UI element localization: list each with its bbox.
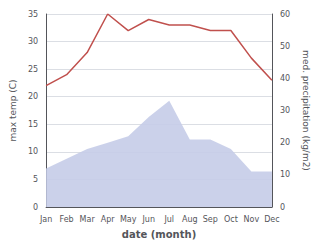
- svg-text:35: 35: [28, 10, 38, 19]
- svg-text:40: 40: [280, 74, 290, 83]
- svg-text:Jan: Jan: [39, 215, 52, 224]
- svg-text:5: 5: [33, 175, 38, 184]
- svg-text:25: 25: [28, 65, 38, 74]
- svg-text:Feb: Feb: [60, 215, 74, 224]
- svg-text:Sep: Sep: [203, 215, 218, 224]
- svg-text:Aug: Aug: [182, 215, 198, 224]
- svg-text:30: 30: [28, 37, 38, 46]
- svg-text:Jun: Jun: [141, 215, 155, 224]
- svg-text:Mar: Mar: [80, 215, 96, 224]
- svg-text:Jul: Jul: [163, 215, 174, 224]
- svg-text:20: 20: [280, 138, 290, 147]
- svg-text:10: 10: [280, 170, 290, 179]
- svg-text:med. precipitation (kg/m2): med. precipitation (kg/m2): [301, 50, 311, 171]
- svg-text:60: 60: [280, 10, 290, 19]
- svg-text:max temp (C): max temp (C): [8, 79, 18, 141]
- svg-text:May: May: [120, 215, 137, 224]
- svg-text:0: 0: [280, 203, 285, 212]
- svg-text:30: 30: [280, 106, 290, 115]
- svg-text:10: 10: [28, 147, 38, 156]
- svg-text:50: 50: [280, 42, 290, 51]
- svg-text:Apr: Apr: [101, 215, 116, 224]
- svg-text:Nov: Nov: [244, 215, 260, 224]
- svg-text:Dec: Dec: [264, 215, 279, 224]
- svg-text:date (month): date (month): [122, 229, 196, 240]
- svg-text:Oct: Oct: [224, 215, 238, 224]
- svg-text:0: 0: [33, 203, 38, 212]
- svg-text:15: 15: [28, 120, 38, 129]
- svg-text:20: 20: [28, 92, 38, 101]
